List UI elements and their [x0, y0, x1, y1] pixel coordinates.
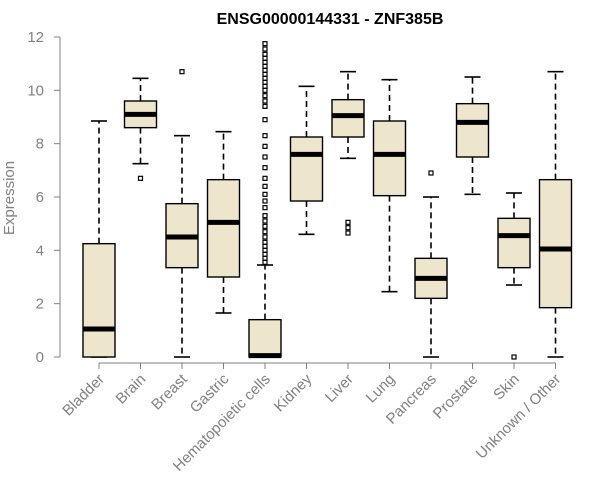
outlier-point: [262, 205, 268, 211]
iqr-box: [206, 178, 241, 278]
box-brain: [123, 77, 158, 181]
x-tick-label: Breast: [148, 370, 191, 413]
outlier-point: [262, 183, 268, 189]
iqr-box: [248, 318, 282, 358]
x-tick-label: Liver: [322, 371, 357, 406]
y-tick-label: 8: [36, 136, 44, 153]
outlier-point: [511, 354, 517, 360]
y-axis: 0 2 4 6 8 10 12: [27, 29, 61, 366]
outlier-point: [428, 170, 434, 176]
outlier-point: [262, 191, 268, 197]
x-tick-label: Skin: [490, 371, 523, 404]
outlier-point: [262, 117, 268, 123]
outlier-point: [262, 46, 268, 52]
x-tick-label: Lung: [363, 371, 399, 407]
outlier-point: [262, 213, 268, 219]
outlier-point: [262, 247, 268, 253]
outlier-point: [262, 175, 268, 181]
outlier-point: [262, 165, 268, 171]
outlier-point: [262, 234, 268, 240]
y-tick-label: 2: [36, 296, 44, 313]
outlier-point: [262, 198, 268, 204]
outlier-point: [179, 69, 185, 75]
outlier-point: [262, 259, 268, 265]
box-kidney: [289, 85, 324, 236]
iqr-box: [82, 242, 116, 358]
outlier-point: [345, 230, 351, 236]
outlier-point: [262, 229, 268, 235]
boxes-group: [82, 41, 573, 360]
box-unknown-other: [538, 70, 573, 358]
outlier-point: [262, 243, 268, 249]
y-tick-label: 4: [36, 242, 44, 259]
iqr-box: [372, 120, 407, 197]
box-pancreas: [414, 170, 448, 358]
x-tick-label: Kidney: [271, 370, 316, 415]
outlier-point: [262, 93, 268, 99]
outlier-point: [262, 218, 268, 224]
y-tick-label: 0: [36, 349, 44, 366]
y-tick-label: 10: [27, 82, 44, 99]
box-bladder: [82, 120, 116, 358]
outlier-point: [262, 41, 268, 47]
y-tick-label: 12: [27, 29, 44, 46]
outlier-point: [137, 175, 144, 181]
outlier-point: [262, 143, 268, 149]
box-lung: [372, 78, 407, 293]
box-prostate: [455, 76, 490, 196]
box-liver: [331, 70, 365, 236]
outlier-point: [345, 225, 351, 231]
outlier-point: [262, 154, 268, 160]
iqr-box: [455, 102, 490, 158]
x-tick-label: Bladder: [59, 371, 108, 420]
x-tick-label: Prostate: [430, 371, 482, 423]
outlier-point: [262, 63, 268, 69]
outlier-point: [262, 98, 268, 104]
iqr-box: [538, 178, 573, 309]
outlier-point: [262, 223, 268, 229]
outlier-point: [345, 219, 351, 225]
iqr-box: [497, 217, 531, 269]
outlier-point: [262, 103, 268, 109]
outlier-point: [262, 239, 268, 245]
chart-title: ENSG00000144331 - ZNF385B: [217, 11, 444, 28]
box-hematopoietic-cells: [248, 41, 282, 359]
y-axis-label: Expression: [1, 161, 18, 235]
outlier-point: [262, 133, 268, 139]
iqr-box: [289, 136, 324, 202]
y-tick-label: 6: [36, 189, 44, 206]
box-skin: [497, 192, 531, 360]
x-tick-label: Brain: [113, 371, 150, 408]
box-gastric: [206, 130, 241, 314]
outlier-point: [262, 51, 268, 57]
iqr-box: [331, 98, 365, 138]
box-breast: [165, 69, 199, 358]
outlier-point: [262, 255, 268, 261]
